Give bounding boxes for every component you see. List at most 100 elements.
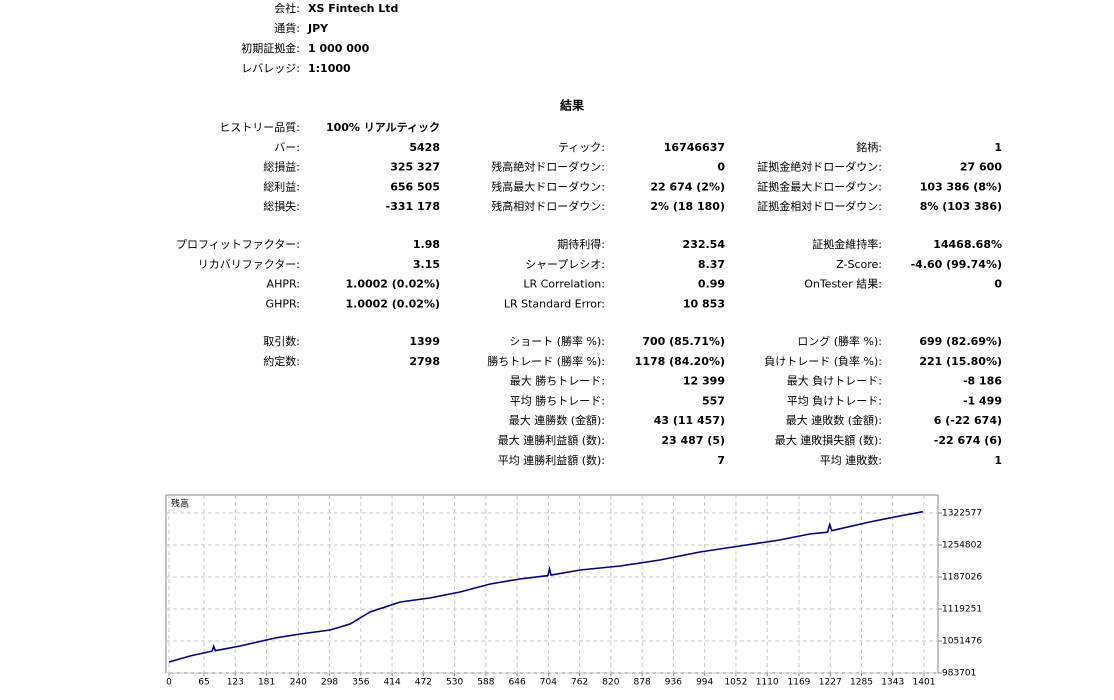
x-tick-label: 1401 [913,678,936,688]
result-value: 699 (82.69%) [919,335,1002,348]
x-tick-label: 1227 [819,678,842,688]
result-label: 最大 連勝数 (金額): [509,413,605,427]
y-tick-label: 1187026 [942,573,982,583]
y-tick-label: 1119251 [942,605,982,615]
x-tick-label: 1169 [788,678,811,688]
header-label: レバレッジ: [241,62,300,75]
x-tick-label: 936 [665,678,682,688]
result-label: 最大 負けトレード: [787,374,882,388]
result-label: 総損益: [263,160,300,174]
x-tick-label: 298 [321,678,338,688]
result-value: 1.98 [413,238,440,251]
result-label: 証拠金絶対ドローダウン: [757,160,882,174]
x-tick-label: 530 [446,678,463,688]
result-label: 証拠金最大ドローダウン: [757,179,882,193]
header-value: 1 000 000 [308,42,370,55]
result-value: 700 (85.71%) [642,335,725,348]
result-value: 23 487 (5) [661,434,725,447]
results-title: 結果 [560,98,584,113]
y-tick-label: 1051476 [942,637,982,647]
result-label: ヒストリー品質: [219,120,300,134]
result-label: シャープレシオ: [525,258,605,271]
result-label: 総損失: [263,199,300,213]
result-label: 残高絶対ドローダウン: [491,160,605,174]
x-tick-label: 646 [509,678,526,688]
y-tick-label: 1254802 [942,540,982,550]
result-value: 325 327 [390,161,440,174]
header-value: XS Fintech Ltd [308,2,398,15]
result-label: 最大 連敗損失額 (数): [775,433,882,447]
header-label: 初期証拠金: [241,41,300,55]
result-value: 0 [994,278,1002,291]
result-label: LR Standard Error: [504,297,605,310]
result-value: 8.37 [698,258,725,271]
result-label: OnTester 結果: [804,277,882,291]
result-label: 期待利得: [557,237,605,251]
result-value: 22 674 (2%) [650,180,725,193]
result-value: 8% (103 386) [920,200,1002,213]
result-value: 1.0002 (0.02%) [346,297,441,310]
result-value: 5428 [409,141,440,154]
y-tick-label: 983701 [942,669,976,679]
result-label: Z-Score: [836,258,882,271]
result-value: 16746637 [664,141,725,154]
result-label: 平均 負けトレード: [787,394,882,407]
result-value: 1399 [409,335,440,348]
x-tick-label: 878 [634,678,651,688]
result-value: 656 505 [390,180,440,193]
result-value: 232.54 [683,238,726,251]
x-tick-label: 994 [696,678,713,688]
result-label: 取引数: [263,334,300,348]
result-value: 103 386 (8%) [920,180,1002,193]
header-label: 通貨: [274,21,300,35]
x-tick-label: 181 [258,678,275,688]
x-tick-label: 123 [227,678,244,688]
x-tick-label: 356 [352,678,369,688]
x-tick-label: 414 [384,678,401,688]
y-tick-label: 1322577 [942,508,982,518]
result-label: 銘柄: [856,140,882,154]
result-label: 勝ちトレード (勝率 %): [487,354,605,368]
result-value: -1 499 [963,394,1002,407]
result-value: 557 [702,394,725,407]
result-label: 残高最大ドローダウン: [491,179,605,193]
x-tick-label: 0 [166,678,172,688]
x-tick-label: 1343 [881,678,904,688]
result-value: 43 (11 457) [654,414,725,427]
x-tick-label: 820 [602,678,619,688]
result-label: プロフィットファクター: [176,238,300,251]
result-label: 平均 勝ちトレード: [510,393,605,407]
result-value: 1 [994,454,1002,467]
result-label: AHPR: [267,278,300,291]
x-tick-label: 240 [290,678,307,688]
result-value: 1.0002 (0.02%) [346,278,441,291]
result-label: 平均 連敗数: [820,453,882,467]
result-label: 証拠金相対ドローダウン: [757,199,882,213]
result-value: 6 (-22 674) [934,414,1002,427]
result-value: 0 [717,161,725,174]
header-value: JPY [307,22,329,35]
result-value: -4.60 (99.74%) [911,258,1002,271]
result-label: 総利益: [263,179,300,193]
result-label: リカバリファクター: [198,258,300,271]
result-value: -331 178 [386,200,440,213]
balance-line [168,510,924,663]
result-label: 残高相対ドローダウン: [491,199,605,213]
result-value: 14468.68% [933,238,1002,251]
result-value: 0.99 [698,278,725,291]
result-label: ティック: [558,141,605,154]
x-tick-label: 1052 [724,678,747,688]
result-label: 最大 連勝利益額 (数): [498,433,605,447]
result-value: -8 186 [963,375,1002,388]
result-label: 平均 連勝利益額 (数): [498,453,605,467]
x-tick-label: 762 [571,678,588,688]
result-label: 約定数: [263,354,300,368]
result-value: 2% (18 180) [650,200,725,213]
series-label: 残高 [171,498,189,510]
result-value: 100% リアルティック [326,121,440,134]
result-label: 最大 勝ちトレード: [510,374,605,388]
x-tick-label: 472 [415,678,432,688]
x-tick-label: 65 [198,678,209,688]
